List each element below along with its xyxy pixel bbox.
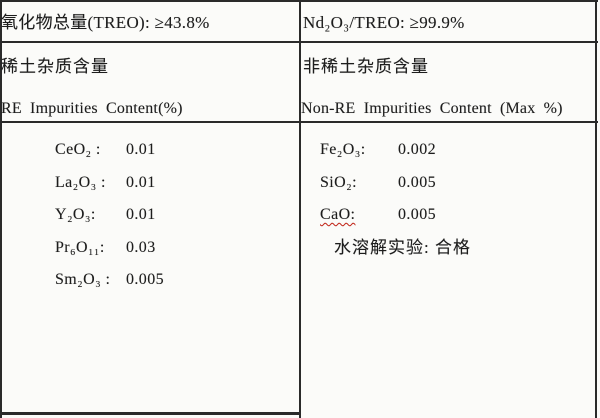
water-solubility-test-result: 水溶解实验: 合格 — [334, 238, 471, 257]
non-re-impurities-header-en: Non-RE Impurities Content (Max %) — [301, 100, 563, 117]
impurity-formula-fe2o3: Fe₂O₃: — [320, 141, 366, 158]
non-re-impurities-header-zh: 非稀土杂质含量 — [303, 57, 429, 76]
impurity-value-sm2o3: 0.005 — [126, 271, 164, 288]
impurity-formula-ceo2: CeO₂ : — [55, 141, 101, 158]
impurity-value-ceo2: 0.01 — [126, 141, 156, 158]
impurity-formula-cao: CaO: — [320, 206, 356, 223]
table-border-right — [595, 0, 597, 418]
re-impurities-header-zh: 稀土杂质含量 — [1, 57, 109, 76]
impurity-value-sio2: 0.005 — [398, 174, 436, 191]
treo-total-cell: 氧化物总量(TREO): ≥43.8% — [1, 13, 210, 32]
impurity-formula-la2o3: La₂O₃ : — [55, 174, 106, 191]
table-border-bottom-left — [0, 412, 301, 415]
re-impurities-header-en: RE Impurities Content(%) — [1, 100, 183, 117]
impurity-value-cao: 0.005 — [398, 206, 436, 223]
impurity-value-y2o3: 0.01 — [126, 206, 156, 223]
impurity-formula-sm2o3: Sm₂O₃ : — [55, 271, 111, 288]
impurity-value-fe2o3: 0.002 — [398, 141, 436, 158]
impurity-value-pr6o11: 0.03 — [126, 239, 156, 256]
column-divider — [299, 0, 301, 418]
impurity-formula-pr6o11: Pr₆O₁₁: — [55, 239, 105, 256]
impurity-value-la2o3: 0.01 — [126, 174, 156, 191]
table-border-left — [0, 0, 2, 418]
impurity-formula-y2o3: Y₂O₃: — [55, 206, 96, 223]
nd2o3-treo-cell: Nd₂O₃/TREO: ≥99.9% — [303, 13, 465, 32]
impurity-formula-sio2: SiO₂: — [320, 174, 357, 191]
